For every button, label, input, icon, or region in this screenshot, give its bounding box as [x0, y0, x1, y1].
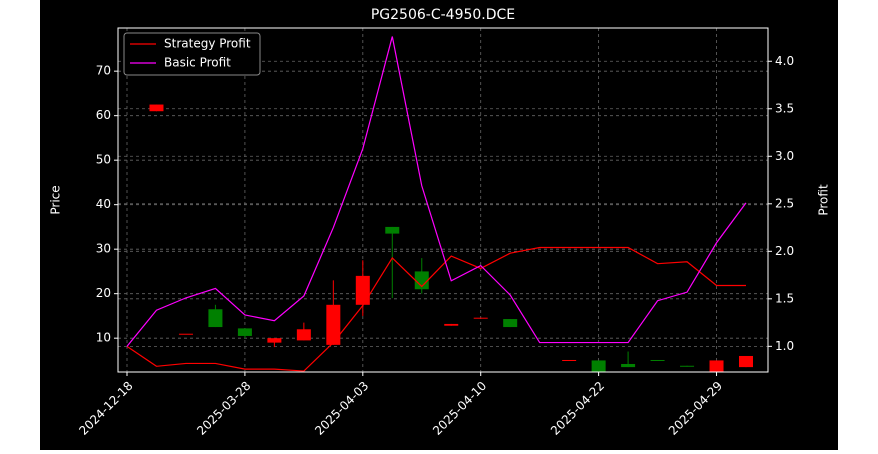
candle-body [208, 309, 223, 328]
line-series [126, 36, 747, 347]
y-tick-label: 20 [96, 286, 111, 300]
y-tick-label: 40 [96, 197, 111, 211]
candle-body [385, 226, 400, 234]
candle-body [621, 363, 636, 368]
candle-body [739, 355, 753, 368]
candle-body [414, 271, 429, 290]
y2-tick-label: 2.0 [775, 244, 794, 258]
candle-body [680, 365, 695, 367]
candle-body [149, 104, 164, 112]
y2-tick-label: 4.0 [775, 54, 794, 68]
candle-body [237, 328, 252, 336]
y2-tick-label: 3.5 [775, 101, 794, 115]
candle-body [503, 319, 518, 328]
y-tick-label: 10 [96, 331, 111, 345]
y2-tick-label: 1.0 [775, 339, 794, 353]
y2-tick-label: 1.5 [775, 291, 794, 305]
y-tick-label: 30 [96, 242, 111, 256]
candle-body [444, 323, 459, 326]
candle-body [650, 359, 665, 361]
candle-body [709, 360, 724, 372]
legend-label: Basic Profit [164, 56, 231, 70]
candle-body [267, 338, 282, 343]
y2-tick-label: 3.0 [775, 149, 794, 163]
line-series [126, 246, 746, 372]
legend: Strategy Profit Basic Profit [123, 32, 261, 76]
candle-body [591, 360, 606, 372]
candle-body [296, 329, 311, 341]
y-tick-label: 60 [96, 108, 111, 122]
legend-label: Strategy Profit [164, 37, 251, 51]
plot-frame [117, 27, 769, 373]
candle-body [355, 275, 370, 305]
legend-box [123, 32, 261, 76]
candle-body [326, 304, 341, 345]
candle-body [562, 359, 577, 361]
y2-tick-label: 2.5 [775, 196, 794, 210]
candle-body [178, 333, 193, 335]
y-tick-label: 50 [96, 153, 111, 167]
y-axis-label: Price [49, 185, 63, 214]
candle-body [473, 317, 488, 319]
chart-title: PG2506-C-4950.DCE [371, 7, 515, 23]
y2-axis-label: Profit [817, 184, 831, 216]
y-tick-label: 70 [96, 64, 111, 78]
